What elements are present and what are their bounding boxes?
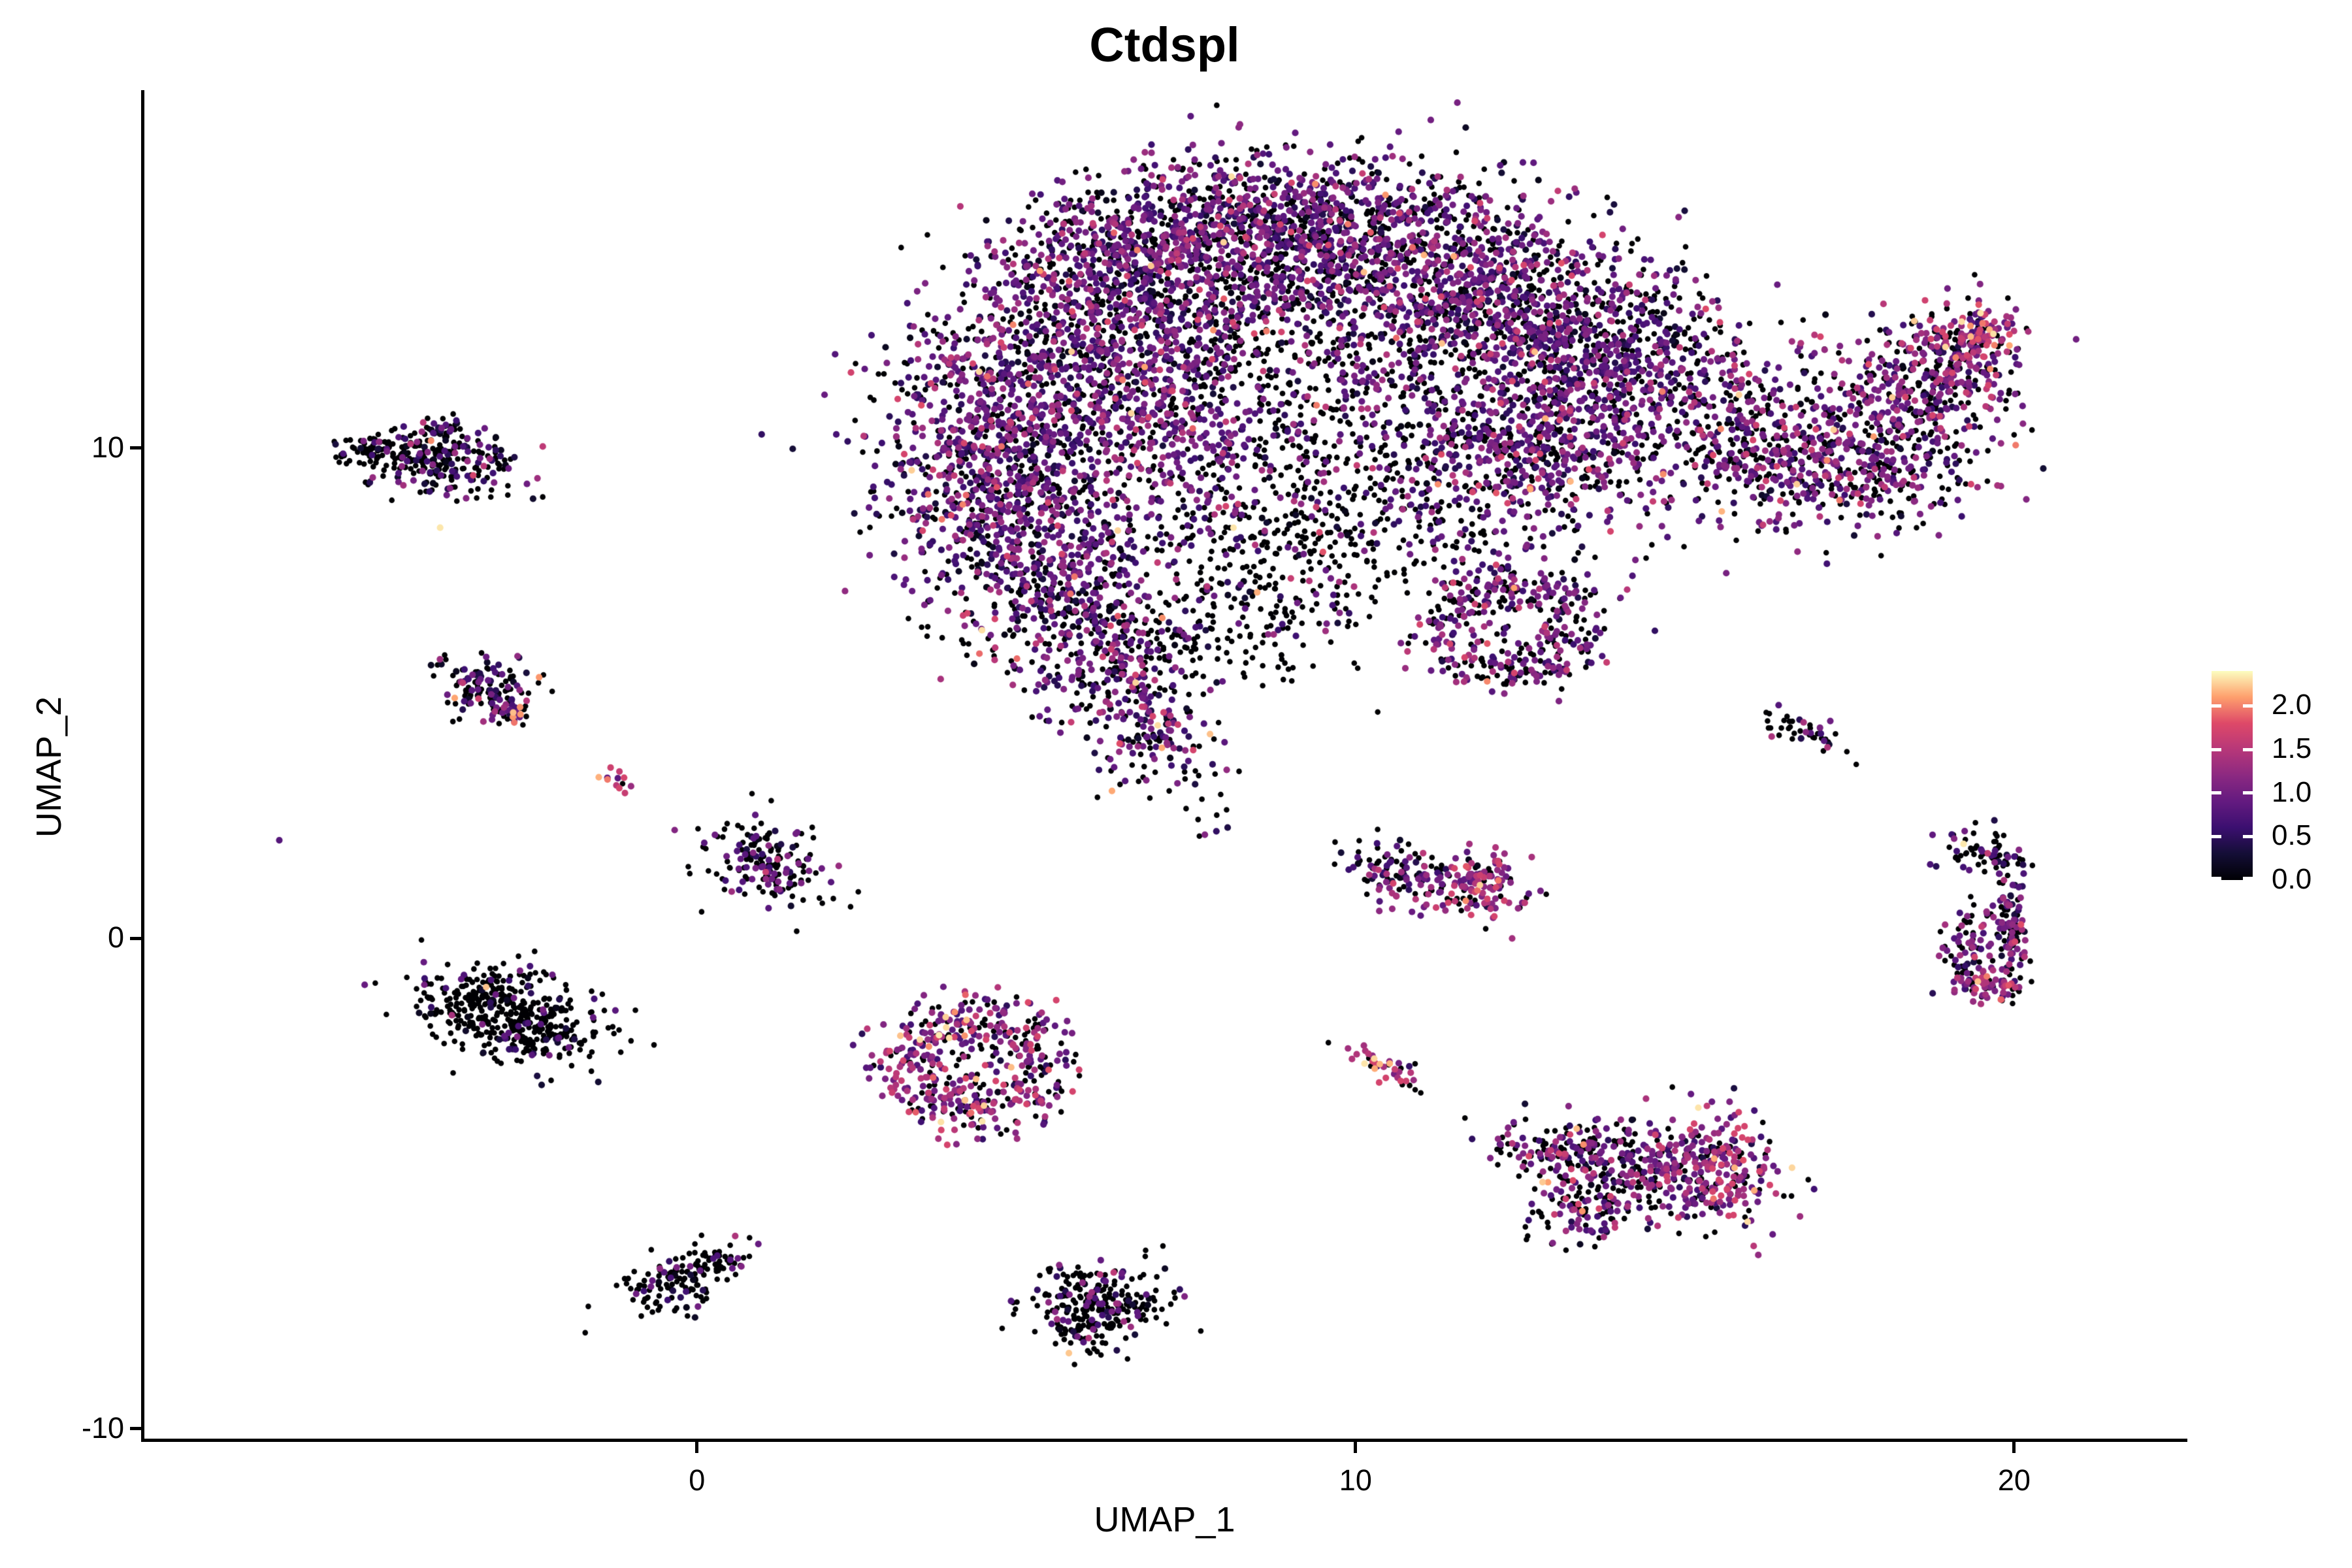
- y-tick-label: 10: [91, 430, 124, 464]
- x-axis-title: UMAP_1: [1094, 1500, 1235, 1539]
- x-tick-label: 0: [689, 1463, 706, 1497]
- colorbar-tick-label: 1.5: [2272, 732, 2312, 764]
- x-tick-mark: [695, 1442, 699, 1453]
- colorbar-tick-notch: [2212, 791, 2221, 795]
- x-axis-line: [141, 1439, 2187, 1442]
- y-tick-label: -10: [81, 1411, 124, 1445]
- colorbar-tick-label: 1.0: [2272, 776, 2312, 808]
- colorbar-tick-label: 0.0: [2272, 863, 2312, 895]
- x-tick-mark: [2012, 1442, 2016, 1453]
- colorbar-tick-notch: [2243, 704, 2253, 708]
- y-tick-mark: [130, 446, 141, 450]
- colorbar-tick-label: 2.0: [2272, 689, 2312, 721]
- colorbar-tick-notch: [2243, 834, 2253, 838]
- colorbar-tick-notch: [2212, 747, 2221, 751]
- x-tick-mark: [1354, 1442, 1358, 1453]
- y-axis-line: [141, 90, 144, 1442]
- x-tick-label: 20: [1997, 1463, 2031, 1497]
- colorbar-gradient: [2212, 671, 2253, 880]
- y-tick-mark: [130, 936, 141, 940]
- colorbar-tick-notch: [2243, 747, 2253, 751]
- colorbar-tick-notch: [2212, 704, 2221, 708]
- colorbar-tick-notch: [2212, 877, 2221, 880]
- colorbar-tick-label: 0.5: [2272, 819, 2312, 852]
- y-tick-mark: [130, 1427, 141, 1431]
- colorbar-tick-notch: [2212, 834, 2221, 838]
- colorbar-tick-notch: [2243, 791, 2253, 795]
- y-axis-title: UMAP_2: [29, 696, 69, 838]
- y-tick-label: 0: [107, 921, 124, 955]
- colorbar-tick-notch: [2243, 877, 2253, 880]
- x-tick-label: 10: [1339, 1463, 1372, 1497]
